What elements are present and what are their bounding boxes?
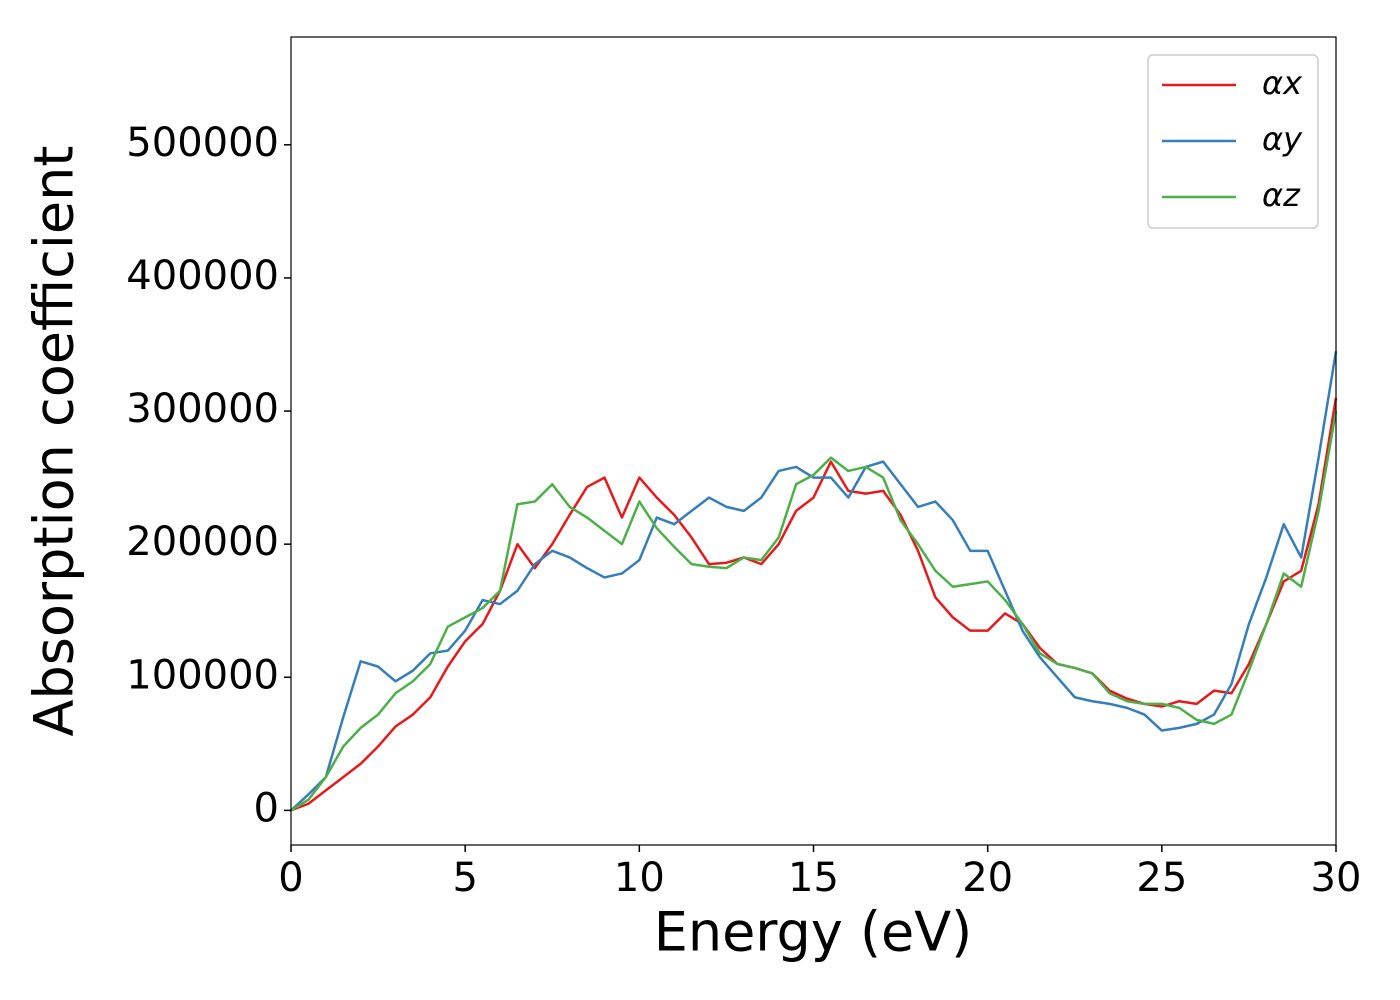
x-tick-label: 5: [452, 855, 477, 901]
x-tick-label: 20: [962, 855, 1013, 901]
y-tick-label: 300000: [126, 386, 279, 432]
y-tick-label: 0: [254, 785, 279, 831]
x-axis-label: Energy (eV): [654, 901, 973, 964]
series-line: [290, 410, 1338, 812]
legend-label: αz: [1262, 176, 1301, 214]
legend-label: αy: [1262, 120, 1303, 158]
x-tick-label: 30: [1311, 855, 1362, 901]
legend-label: αx: [1262, 64, 1303, 102]
x-tick-label: 25: [1136, 855, 1187, 901]
y-tick-label: 200000: [126, 519, 279, 565]
x-tick-label: 0: [278, 855, 303, 901]
y-tick-label: 400000: [126, 253, 279, 299]
x-tick-label: 15: [788, 855, 839, 901]
y-tick-label: 100000: [126, 652, 279, 698]
x-tick-label: 10: [614, 855, 665, 901]
plot-frame: [290, 36, 1337, 846]
series-line: [290, 397, 1338, 812]
y-tick-label: 500000: [126, 120, 279, 166]
y-axis-label: Absorption coefficient: [23, 146, 86, 737]
series-line: [290, 350, 1338, 812]
